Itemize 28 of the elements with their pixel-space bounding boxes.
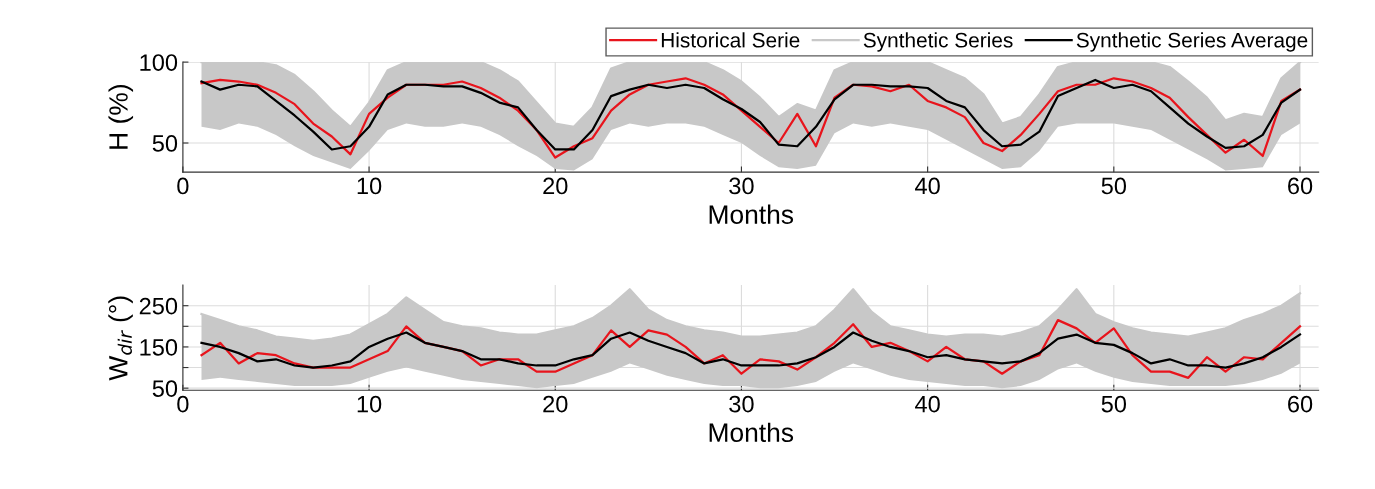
y-tick-label: 100 bbox=[140, 54, 178, 71]
y-tick-label: 150 bbox=[140, 339, 178, 356]
x-tick-label: 20 bbox=[543, 395, 568, 413]
legend-label: Historical Serie bbox=[661, 32, 800, 48]
y-tick-label: 250 bbox=[139, 297, 178, 315]
x-tick-label: 0 bbox=[177, 177, 189, 195]
x-tick-label: 0 bbox=[177, 395, 189, 413]
x-tick-label: 30 bbox=[729, 177, 754, 195]
x-tick-label: 40 bbox=[915, 177, 940, 195]
x-tick-label: 50 bbox=[1101, 395, 1127, 413]
line-series bbox=[200, 319, 1302, 379]
line-series bbox=[200, 331, 1302, 369]
x-axis-title: Months bbox=[709, 422, 794, 443]
x-tick-label: 60 bbox=[1288, 177, 1313, 195]
legend-label: Synthetic Series Average bbox=[1076, 32, 1308, 52]
x-tick-label: 30 bbox=[729, 395, 754, 413]
y-axis-title: H (%) bbox=[108, 85, 134, 149]
legend-label: Synthetic Series bbox=[863, 32, 1013, 52]
x-tick-label: 20 bbox=[543, 177, 568, 195]
x-tick-label: 60 bbox=[1288, 395, 1313, 413]
y-tick-label: 50 bbox=[152, 380, 178, 397]
x-tick-label: 50 bbox=[1101, 177, 1127, 195]
x-tick-label: 40 bbox=[915, 395, 940, 413]
x-axis-title: Months bbox=[709, 204, 794, 224]
y-tick-label: 50 bbox=[152, 135, 178, 152]
y-axis-title: W$_{dir}$ (°) bbox=[108, 296, 133, 381]
x-tick-label: 10 bbox=[357, 395, 382, 413]
x-tick-label: 10 bbox=[357, 177, 382, 195]
